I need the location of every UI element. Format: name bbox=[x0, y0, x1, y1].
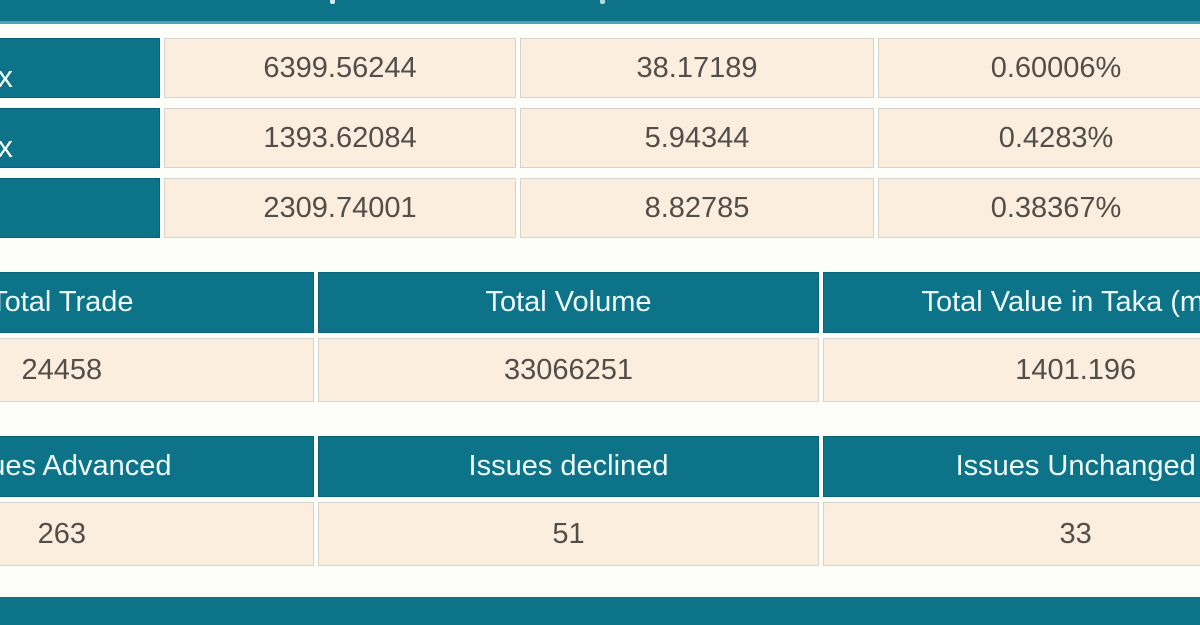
index-value-cell: 2309.74001 bbox=[164, 178, 516, 238]
trade-value-row: 24458 33066251 1401.196 bbox=[0, 338, 1200, 402]
clipped-title-remnant bbox=[330, 0, 335, 4]
index-summary-table: DSEX Index 6399.56244 38.17189 0.60006% … bbox=[0, 38, 1200, 248]
issues-unchanged-value: 33 bbox=[823, 502, 1200, 566]
index-name-cell: DS30 Index bbox=[0, 178, 160, 238]
total-value-value: 1401.196 bbox=[823, 338, 1200, 402]
total-volume-value: 33066251 bbox=[317, 338, 820, 402]
issues-declined-header: Issues declined bbox=[317, 436, 820, 497]
index-change-percent-cell: 0.60006% bbox=[878, 38, 1200, 98]
index-name-cell: DSES Index bbox=[0, 108, 160, 168]
issues-advanced-header: Issues Advanced bbox=[0, 436, 314, 497]
index-row: DS30 Index 2309.74001 8.82785 0.38367% bbox=[0, 178, 1200, 238]
issues-unchanged-header: Issues Unchanged bbox=[823, 436, 1200, 497]
total-trade-header: Total Trade bbox=[0, 272, 314, 333]
index-change-percent-cell: 0.38367% bbox=[878, 178, 1200, 238]
index-change-cell: 8.82785 bbox=[520, 178, 874, 238]
top-header-bar bbox=[0, 0, 1200, 24]
index-change-percent-cell: 0.4283% bbox=[878, 108, 1200, 168]
total-value-header: Total Value in Taka (mn) bbox=[823, 272, 1200, 333]
issues-advanced-value: 263 bbox=[0, 502, 314, 566]
index-name-label: DSEX Index bbox=[0, 59, 13, 94]
trade-header-row: Total Trade Total Volume Total Value in … bbox=[0, 272, 1200, 333]
issues-summary-table: Issues Advanced Issues declined Issues U… bbox=[0, 436, 1200, 566]
index-row: DSES Index 1393.62084 5.94344 0.4283% bbox=[0, 108, 1200, 168]
clipped-title-remnant bbox=[600, 0, 605, 4]
index-name-cell: DSEX Index bbox=[0, 38, 160, 98]
issues-header-row: Issues Advanced Issues declined Issues U… bbox=[0, 436, 1200, 497]
index-change-cell: 38.17189 bbox=[520, 38, 874, 98]
issues-declined-value: 51 bbox=[317, 502, 820, 566]
bottom-section-bar bbox=[0, 597, 1200, 625]
trade-summary-table: Total Trade Total Volume Total Value in … bbox=[0, 272, 1200, 402]
index-value-cell: 1393.62084 bbox=[164, 108, 516, 168]
index-name-label: DSES Index bbox=[0, 129, 13, 164]
total-trade-value: 24458 bbox=[0, 338, 314, 402]
index-change-cell: 5.94344 bbox=[520, 108, 874, 168]
total-volume-header: Total Volume bbox=[317, 272, 820, 333]
issues-value-row: 263 51 33 bbox=[0, 502, 1200, 566]
index-row: DSEX Index 6399.56244 38.17189 0.60006% bbox=[0, 38, 1200, 98]
index-value-cell: 6399.56244 bbox=[164, 38, 516, 98]
